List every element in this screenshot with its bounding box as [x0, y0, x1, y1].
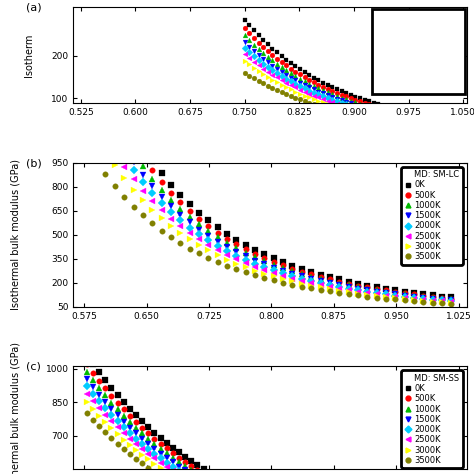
Text: (a): (a)	[26, 2, 42, 12]
Y-axis label: Isothermal bulk modulus (GPa): Isothermal bulk modulus (GPa)	[10, 159, 20, 310]
Y-axis label: Isotherm: Isotherm	[24, 34, 34, 77]
Text: (c): (c)	[26, 361, 41, 371]
Bar	[373, 9, 465, 93]
Legend: MD: SM-SS, 0K, 500K, 1000K, 1500K, 2000K, 2500K, 3000K, 3500K: MD: SM-SS, 0K, 500K, 1000K, 1500K, 2000K…	[401, 371, 463, 468]
Y-axis label: Isothermal bulk modulus (GPa): Isothermal bulk modulus (GPa)	[10, 342, 20, 474]
Legend: MD: SM-LC, 0K, 500K, 1000K, 1500K, 2000K, 2500K, 3000K, 3500K: MD: SM-LC, 0K, 500K, 1000K, 1500K, 2000K…	[401, 167, 463, 264]
Text: (b): (b)	[26, 158, 42, 168]
